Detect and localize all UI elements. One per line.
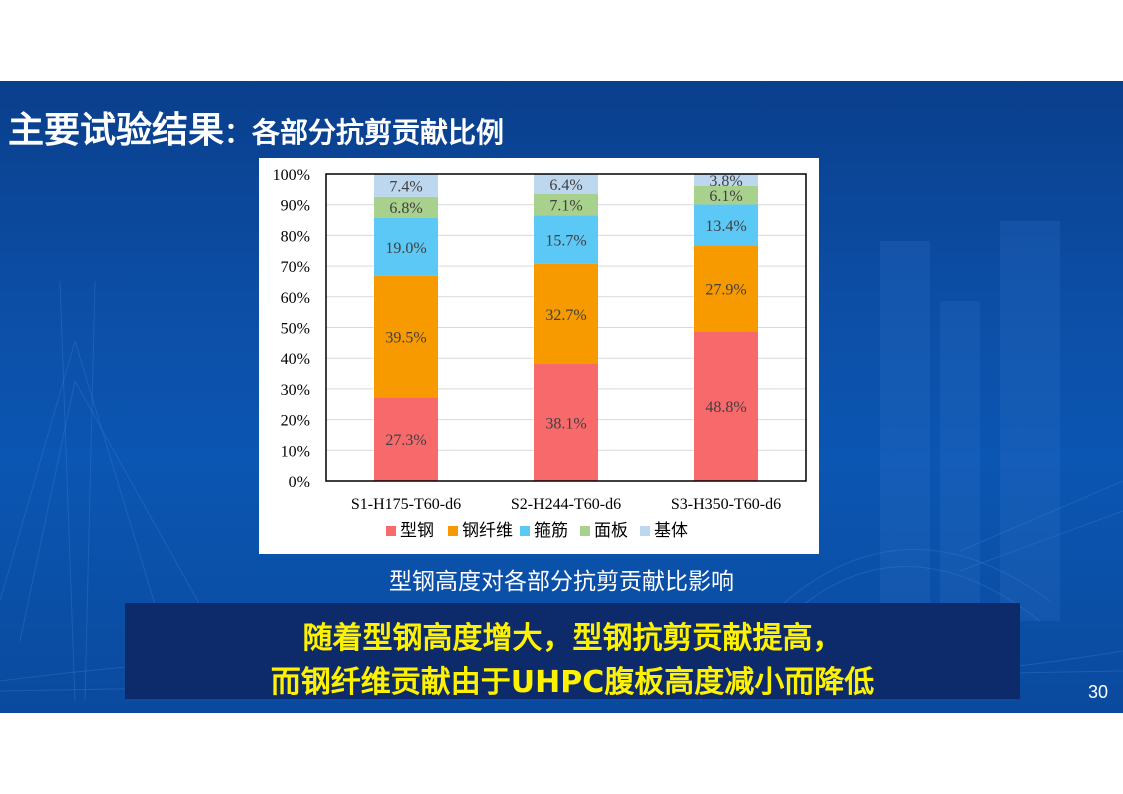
chart-caption: 型钢高度对各部分抗剪贡献比影响 — [389, 569, 734, 595]
data-label: 7.4% — [389, 178, 422, 195]
slide-background: 主要试验结果：各部分抗剪贡献比例 0% 10% 20% 30% 40% 50% 60% 70%… — [0, 81, 1123, 713]
legend-label: 钢纤维 — [462, 521, 513, 541]
bar-segment — [694, 245, 758, 332]
bar-segment — [374, 397, 438, 481]
legend-label: 基体 — [654, 521, 688, 541]
y-tick-label: 30% — [281, 382, 310, 399]
y-tick-label: 80% — [281, 228, 310, 245]
bar-segment — [534, 174, 598, 194]
y-tick-label: 100% — [273, 167, 310, 184]
stacked-bar-chart: 0% 10% 20% 30% 40% 50% 60% 70% 80% 90% 100% 27.3% 39… — [273, 167, 807, 541]
y-tick-label: 90% — [281, 198, 310, 215]
bar-segment — [374, 275, 438, 398]
x-tick-label: S1-H175-T60-d6 — [351, 496, 461, 513]
page-number: 30 — [1088, 682, 1109, 702]
legend-swatch — [386, 526, 396, 536]
data-label: 19.0% — [385, 240, 426, 257]
bar-segment — [374, 196, 438, 218]
data-label: 6.8% — [389, 200, 422, 217]
title-subtitle: 各部分抗剪贡献比例 — [252, 116, 505, 149]
y-tick-label: 40% — [281, 351, 310, 368]
plot-area-border — [325, 173, 807, 482]
bar-segment — [694, 185, 758, 205]
title-main: 主要试验结果 — [8, 110, 225, 151]
data-label: 39.5% — [385, 330, 426, 347]
y-tick-label: 10% — [281, 443, 310, 460]
data-label: 3.8% — [709, 173, 742, 190]
data-label: 27.3% — [385, 432, 426, 449]
bar-segment — [534, 263, 598, 365]
data-label: 32.7% — [545, 307, 586, 324]
y-tick-label: 60% — [281, 290, 310, 307]
legend-swatch — [448, 526, 458, 536]
bar-segment — [374, 217, 438, 276]
data-label: 27.9% — [705, 281, 746, 298]
bar-segment — [534, 215, 598, 264]
x-tick-label: S3-H350-T60-d6 — [671, 496, 781, 513]
data-label: 48.8% — [705, 399, 746, 416]
legend-swatch — [580, 526, 590, 536]
title-separator: ： — [224, 116, 253, 149]
bar-segment — [374, 174, 438, 197]
conclusion-line-1: 随着型钢高度增大，型钢抗剪贡献提高， — [302, 621, 843, 656]
bar-segment — [694, 204, 758, 246]
slide-title: 主要试验结果：各部分抗剪贡献比例 — [8, 101, 504, 153]
data-label: 15.7% — [545, 233, 586, 250]
bar-segment — [694, 174, 758, 186]
data-label: 7.1% — [549, 198, 582, 215]
data-label: 38.1% — [545, 416, 586, 433]
legend-label: 箍筋 — [534, 521, 568, 541]
y-tick-label: 20% — [281, 413, 310, 430]
data-label: 6.4% — [549, 177, 582, 194]
conclusion-line-2: 而钢纤维贡献由于UHPC腹板高度减小而降低 — [270, 665, 875, 700]
bar-segment — [534, 364, 598, 481]
data-label: 6.1% — [709, 188, 742, 205]
conclusion-banner: 随着型钢高度增大，型钢抗剪贡献提高， 而钢纤维贡献由于UHPC腹板高度减小而降低 — [125, 603, 1020, 700]
legend-label: 面板 — [594, 521, 628, 541]
legend-swatch — [640, 526, 650, 536]
y-tick-label: 0% — [289, 474, 310, 491]
y-tick-label: 50% — [281, 321, 310, 338]
chart-panel: 0% 10% 20% 30% 40% 50% 60% 70% 80% 90% 100% 27.3% 39… — [259, 158, 819, 554]
legend-swatch — [520, 526, 530, 536]
bar-segment — [534, 193, 598, 216]
y-tick-label: 70% — [281, 259, 310, 276]
bar-segment — [694, 331, 758, 481]
legend-label: 型钢 — [400, 521, 434, 541]
data-label: 13.4% — [705, 218, 746, 235]
x-tick-label: S2-H244-T60-d6 — [511, 496, 621, 513]
bridge-background-graphic — [0, 221, 1123, 702]
